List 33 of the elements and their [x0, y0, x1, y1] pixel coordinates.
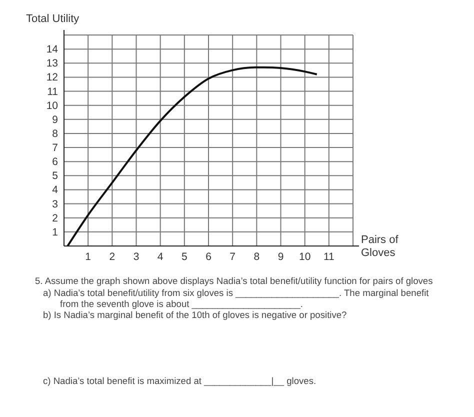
- x-tick-label: 2: [109, 251, 116, 263]
- y-axis-title: Total Utility: [26, 13, 80, 25]
- line-series: [66, 66, 318, 247]
- y-tick-label: 13: [46, 58, 58, 70]
- y-tick-label: 10: [46, 100, 58, 112]
- y-tick-label: 14: [46, 44, 58, 56]
- x-tick-label: 4: [157, 251, 164, 263]
- y-tick-label: 3: [52, 198, 58, 210]
- text: from the seventh glove is about _____________________.: [60, 299, 303, 309]
- y-tick-label: 5: [52, 170, 58, 182]
- y-tick-label: 9: [52, 114, 58, 126]
- x-tick-label: 9: [278, 251, 284, 263]
- y-tick-label: 2: [52, 212, 58, 224]
- x-tick-label: 11: [323, 251, 335, 263]
- y-tick-label: 8: [52, 128, 58, 140]
- text: c) Nadia’s total benefit is maximized at _____________|__ gloves.: [43, 376, 316, 386]
- x-tick-label: 1: [85, 251, 92, 263]
- x-tick-label: 6: [206, 251, 212, 263]
- y-tick-label: 4: [52, 184, 58, 196]
- x-axis-title: Pairs of Gloves: [361, 234, 400, 259]
- y-tick-label: 7: [52, 142, 58, 154]
- x-tick-label: 8: [254, 251, 260, 263]
- x-tick-label: 10: [298, 251, 311, 263]
- x-tick-label: 5: [181, 251, 188, 263]
- text: a) Nadia’s total benefit/utility from six gloves is ____________________. The marginal benefit: [43, 288, 430, 298]
- y-tick-label: 12: [46, 72, 58, 84]
- y-tick-label: 6: [52, 156, 58, 168]
- y-tick-label: 1: [52, 226, 58, 238]
- text: 5. Assume the graph shown above displays Nadia’s total benefit/utility function for pairs of gloves: [35, 276, 434, 286]
- x-tick-label: 7: [230, 251, 236, 263]
- y-tick-label: 11: [47, 86, 58, 98]
- x-tick-label: 3: [133, 251, 140, 263]
- text: b) Is Nadia’s marginal benefit of the 10th of gloves is negative or positive?: [43, 310, 347, 320]
